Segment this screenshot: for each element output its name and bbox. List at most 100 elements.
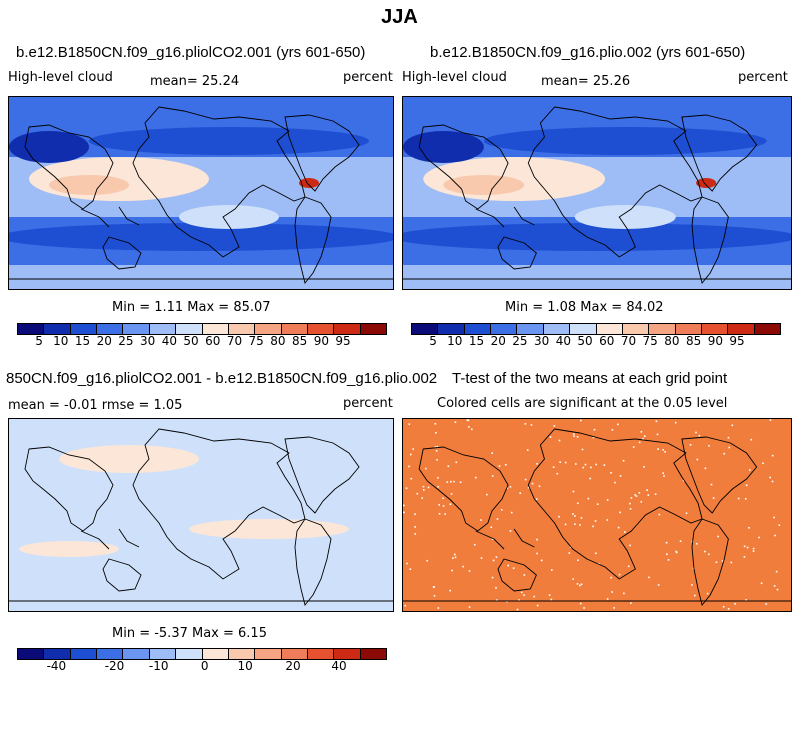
colorbar-tick-label: 40 <box>555 334 571 348</box>
colorbar-tick-label: 75 <box>248 334 264 348</box>
colorbar-tick-label: 50 <box>577 334 593 348</box>
panel2-units: percent <box>738 70 788 85</box>
panel3-units: percent <box>343 396 393 411</box>
colorbar-swatch <box>360 324 387 334</box>
figure-title: JJA <box>381 6 418 28</box>
colorbar-tick-label: 20 <box>285 659 301 673</box>
panel3-colorbar-labels: -40 -20 -10 0 10 20 40 <box>17 659 385 673</box>
colorbar-swatch <box>281 324 308 334</box>
antarctic-band <box>403 265 791 289</box>
colorbar-swatch <box>649 324 676 334</box>
colorbar-tick-label: 70 <box>620 334 637 348</box>
panel3-min-max: Min = -5.37 Max = 6.15 <box>112 626 267 641</box>
colorbar-tick-label: 90 <box>707 334 723 348</box>
panel3-difference-map <box>8 418 394 612</box>
coastlines <box>403 428 791 606</box>
colorbar-swatch <box>438 324 465 334</box>
colorbar-tick-label: -20 <box>104 659 125 673</box>
positive-difference-region <box>189 519 349 539</box>
coastlines <box>9 428 393 606</box>
cloud-max-core <box>443 175 525 195</box>
colorbar-tick-label: 10 <box>53 334 69 348</box>
colorbar-swatch <box>543 324 571 334</box>
colorbar-swatch <box>701 324 729 334</box>
colorbar-tick-label: 5 <box>35 334 43 348</box>
antarctic-band <box>9 265 393 289</box>
panel4-significance-note: Colored cells are significant at the 0.0… <box>437 396 728 411</box>
southern-ocean-band <box>179 205 279 229</box>
colorbar-swatch <box>334 649 361 659</box>
colorbar-swatch <box>149 324 177 334</box>
colorbar-swatch <box>202 649 229 659</box>
colorbar-tick-label: -40 <box>46 659 67 673</box>
colorbar-swatch <box>18 649 45 659</box>
subtropical-dry-band-north <box>483 127 767 155</box>
panel1-cloud-map <box>8 96 394 290</box>
cloud-hotspot <box>299 178 319 188</box>
colorbar-tick-label: 30 <box>533 334 550 348</box>
panel2-colorbar <box>411 323 781 335</box>
non-significant-cells <box>403 419 781 611</box>
colorbar-swatch <box>255 649 282 659</box>
colorbar-swatch <box>44 649 71 659</box>
colorbar-tick-label: 20 <box>96 334 112 348</box>
colorbar-swatch <box>123 649 150 659</box>
panel1-units: percent <box>343 70 393 85</box>
colorbar-swatch <box>176 649 203 659</box>
subtropical-dry-band-north <box>89 127 369 155</box>
cloud-hotspot <box>696 178 717 188</box>
panel1-colorbar <box>17 323 387 335</box>
colorbar-swatch <box>464 324 492 334</box>
colorbar-tick-label: 95 <box>729 334 745 348</box>
colorbar-swatch <box>412 324 439 334</box>
panel3-title: 850CN.f09_g16.pliolCO2.001 - b.e12.B1850… <box>6 370 438 387</box>
colorbar-tick-label: 90 <box>313 334 329 348</box>
panel1-title: b.e12.B1850CN.f09_g16.pliolCO2.001 (yrs … <box>16 44 366 61</box>
panel2-colorbar-labels: 5 10 15 20 25 30 40 50 60 70 75 80 85 90 95 <box>411 334 779 348</box>
colorbar-tick-label: 80 <box>664 334 680 348</box>
colorbar-tick-label: 25 <box>512 334 528 348</box>
subtropical-dry-band-south <box>403 223 791 251</box>
colorbar-swatch <box>360 649 387 659</box>
panel1-mean: mean= 25.24 <box>150 74 240 89</box>
colorbar-swatch <box>44 324 71 334</box>
panel2-mean: mean= 25.26 <box>541 74 631 89</box>
colorbar-swatch <box>202 324 229 334</box>
colorbar-swatch <box>281 649 308 659</box>
colorbar-tick-label: 30 <box>139 334 156 348</box>
panel2-title: b.e12.B1850CN.f09_g16.plio.002 (yrs 601-… <box>430 44 746 61</box>
colorbar-swatch <box>97 649 124 659</box>
colorbar-tick-label: 10 <box>447 334 463 348</box>
north-pacific-low <box>9 131 89 163</box>
cloud-max-core <box>49 175 129 195</box>
colorbar-swatch <box>491 324 518 334</box>
colorbar-swatch <box>70 324 98 334</box>
panel1-variable: High-level cloud <box>8 70 113 85</box>
colorbar-tick-label: 95 <box>335 334 351 348</box>
colorbar-tick-label: 15 <box>468 334 485 348</box>
colorbar-swatch <box>570 324 597 334</box>
colorbar-tick-label: 85 <box>685 334 702 348</box>
panel3-mean-rmse: mean = -0.01 rmse = 1.05 <box>8 398 183 413</box>
colorbar-tick-label: 40 <box>161 334 177 348</box>
panel2-cloud-map <box>402 96 792 290</box>
colorbar-swatch <box>149 649 177 659</box>
panel1-colorbar-labels: 5 10 15 20 25 30 40 50 60 70 75 80 85 90 95 <box>17 334 385 348</box>
colorbar-swatch <box>228 649 256 659</box>
colorbar-swatch <box>307 324 335 334</box>
colorbar-swatch <box>18 324 45 334</box>
colorbar-tick-label: 85 <box>291 334 308 348</box>
colorbar-swatch <box>728 324 755 334</box>
colorbar-swatch <box>754 324 781 334</box>
colorbar-tick-label: 5 <box>429 334 437 348</box>
colorbar-swatch <box>596 324 623 334</box>
colorbar-swatch <box>228 324 256 334</box>
coastlines <box>9 106 393 284</box>
positive-difference-region <box>19 541 119 557</box>
colorbar-tick-label: -10 <box>148 659 169 673</box>
subtropical-dry-band-south <box>9 223 393 251</box>
colorbar-swatch <box>675 324 702 334</box>
colorbar-tick-label: 15 <box>74 334 91 348</box>
southern-ocean-band <box>574 205 676 229</box>
panel2-min-max: Min = 1.08 Max = 84.02 <box>505 300 664 315</box>
